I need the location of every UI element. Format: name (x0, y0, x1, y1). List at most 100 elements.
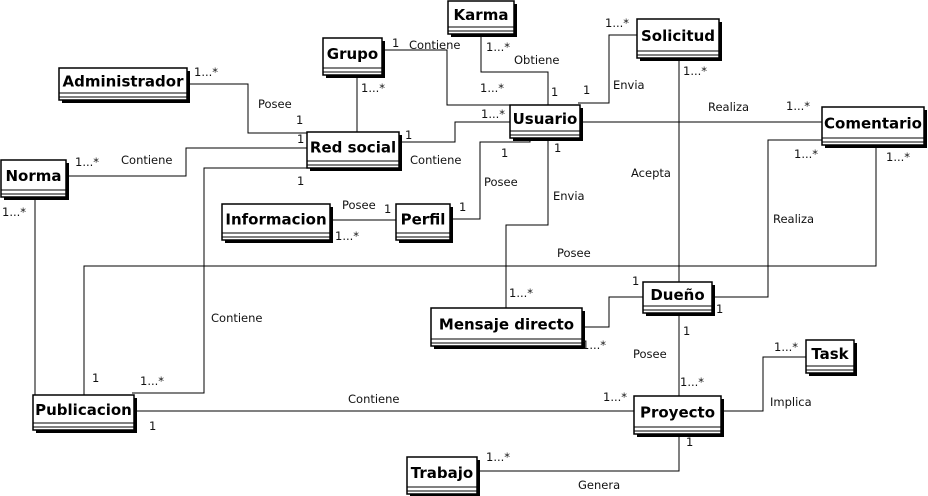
entity-publicacion: Publicacion (32, 394, 137, 433)
mult-solicitud-many: 1...* (605, 16, 629, 30)
entity-box (430, 307, 583, 347)
grupo-usuario-line (382, 49, 510, 106)
association-lines (34, 34, 877, 472)
mult-red-admin-1: 1 (296, 113, 303, 127)
comentario-publicacion-line (83, 145, 877, 395)
label-norma-contiene: Contiene (121, 153, 173, 167)
mult-proyecto-trabajo-1: 1 (686, 435, 693, 449)
entity-informacion: Informacion (221, 203, 333, 243)
mult-red-usuario-1: 1 (405, 128, 412, 142)
entity-norma: Norma (0, 159, 69, 200)
mult-grupo-red-many: 1...* (361, 81, 385, 95)
mult-info-many: 1...* (335, 229, 359, 243)
mult-red-pub-1: 1 (297, 174, 304, 188)
mult-comentario-many: 1...* (786, 99, 810, 113)
mensaje-dueno-line (582, 296, 643, 328)
entity-name: Mensaje directo (439, 316, 574, 334)
mult-perfil-usuario-1: 1 (459, 200, 466, 214)
entity-box (32, 394, 135, 431)
mult-dueno-mensaje-1: 1 (632, 274, 639, 288)
entity-box (322, 37, 383, 76)
entity-name: Grupo (327, 45, 378, 63)
solicitud-usuario-line (578, 34, 637, 104)
entity-box (633, 395, 722, 435)
entity-box (395, 203, 451, 241)
karma-usuario-line (480, 34, 549, 107)
entity-box (805, 339, 855, 374)
redsocial-publicacion-line (132, 167, 307, 394)
entity-box (821, 106, 925, 146)
label-dueno-posee: Posee (633, 347, 667, 361)
entity-name: Norma (5, 167, 61, 185)
mult-usuario-red-many: 1...* (481, 107, 505, 121)
entity-box (447, 0, 515, 35)
entity-perfil: Perfil (395, 203, 453, 243)
relation-labels: Contiene Obtiene Envia Posee Realiza Con… (121, 38, 814, 492)
entity-mensaje-directo: Mensaje directo (430, 307, 585, 349)
mult-pub-proyecto-1: 1 (149, 419, 156, 433)
mult-dueno-proyecto-1: 1 (683, 324, 690, 338)
mult-pub-comentario-1: 1 (92, 371, 99, 385)
entity-box (642, 281, 713, 314)
entity-box (306, 131, 400, 169)
entity-box (221, 203, 331, 241)
label-perfil-posee: Posee (342, 198, 376, 212)
label-proyecto-contiene: Contiene (348, 392, 400, 406)
entity-name: Trabajo (411, 464, 473, 482)
entity-proyecto: Proyecto (633, 395, 724, 437)
entity-name: Publicacion (35, 401, 132, 419)
entity-name: Task (811, 345, 849, 363)
entity-name: Red social (310, 139, 396, 157)
entity-box (0, 159, 67, 198)
label-implica: Implica (770, 395, 812, 409)
label-publicacion-posee: Posee (557, 246, 591, 260)
entity-box (509, 104, 581, 139)
mult-comentario-dueno-many: 1...* (794, 147, 818, 161)
entity-name: Dueño (650, 286, 704, 304)
mult-norma-many: 1...* (75, 155, 99, 169)
mult-usuario-perfil-1: 1 (501, 146, 508, 160)
mult-pub-red-many: 1...* (140, 374, 164, 388)
label-publicacion-red-contiene: Contiene (211, 311, 263, 325)
mult-dueno-comentario-1: 1 (716, 302, 723, 316)
entity-task: Task (805, 339, 857, 376)
mult-karma-many: 1...* (486, 40, 510, 54)
label-admin-posee: Posee (258, 97, 292, 111)
mult-usuario-mensaje-1: 1 (554, 141, 561, 155)
entity-name: Proyecto (640, 404, 715, 422)
entity-name: Administrador (63, 73, 185, 91)
entity-comentario: Comentario (821, 106, 927, 148)
mult-norma-pub-many: 1...* (2, 205, 26, 219)
mult-admin-many: 1...* (194, 65, 218, 79)
entity-box (406, 456, 478, 495)
multiplicities: 1 1...* 1...* 1...* 1 1 1...* 1...* 1...… (2, 16, 910, 464)
label-acepta: Acepta (631, 166, 671, 180)
mult-grupo-1: 1 (392, 36, 399, 50)
label-mensaje-envia: Envia (553, 189, 585, 203)
redsocial-usuario-line (399, 121, 510, 143)
mult-usuario-karma-1: 1 (551, 85, 558, 99)
entity-name: Karma (454, 6, 509, 24)
mult-red-norma-1: 1 (297, 132, 304, 146)
entity-box (58, 67, 188, 101)
mult-task-many: 1...* (774, 340, 798, 354)
entity-administrador: Administrador (58, 67, 190, 103)
proyecto-task-line (721, 356, 806, 412)
label-karma-obtiene: Obtiene (514, 53, 560, 67)
mult-solicitud-acepta-many: 1...* (683, 64, 707, 78)
label-usuario-realiza: Realiza (708, 100, 749, 114)
label-genera: Genera (578, 478, 620, 492)
norma-redsocial-line (66, 147, 307, 177)
entity-name: Solicitud (641, 27, 715, 45)
mult-mensaje-dueno-many: 1...* (582, 338, 606, 352)
entity-name: Perfil (401, 211, 446, 229)
entity-trabajo: Trabajo (406, 456, 480, 496)
entity-solicitud: Solicitud (636, 18, 722, 61)
entity-usuario: Usuario (509, 104, 583, 141)
usuario-mensaje-line (505, 140, 549, 308)
mult-perfil-info-1: 1 (384, 202, 391, 216)
mult-comentario-pub-many: 1...* (886, 150, 910, 164)
mult-proyecto-pub-many: 1...* (603, 390, 627, 404)
entity-name: Usuario (513, 110, 578, 128)
entity-grupo: Grupo (322, 37, 385, 78)
